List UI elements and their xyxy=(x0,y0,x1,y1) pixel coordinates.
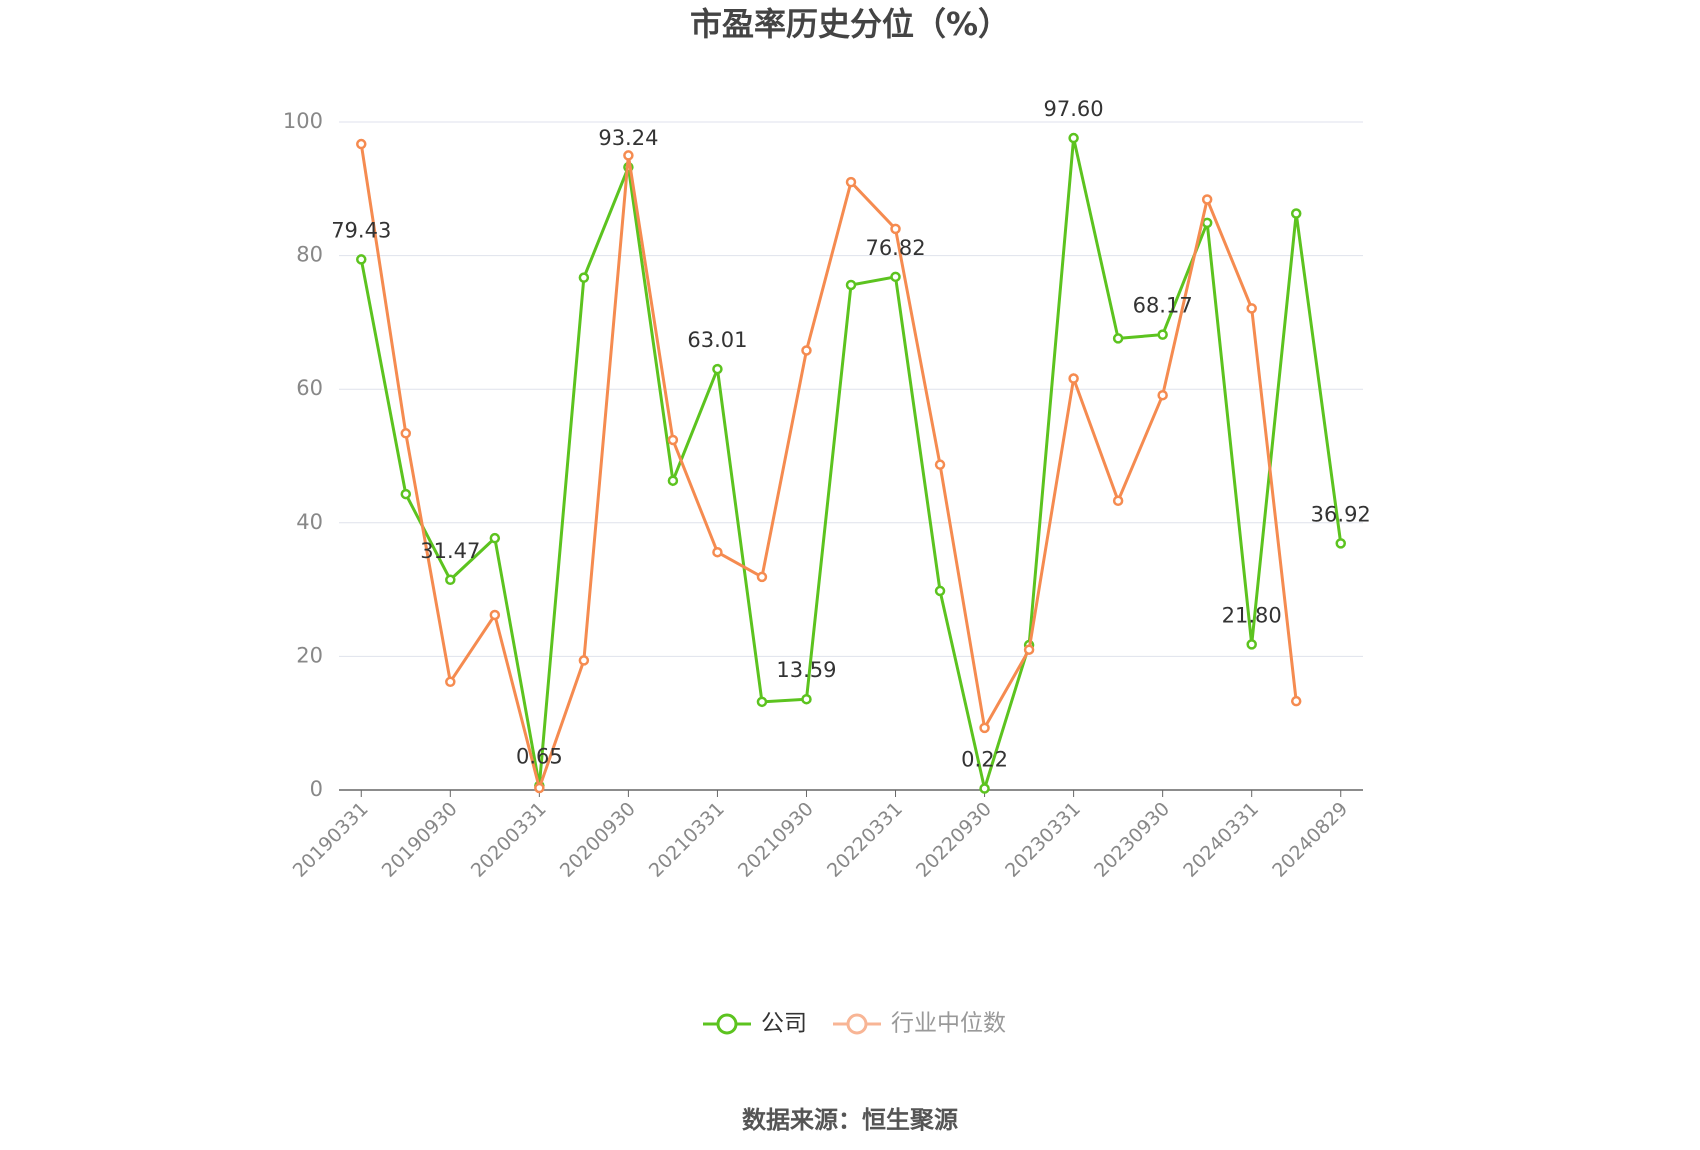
legend-marker xyxy=(846,1013,868,1035)
point xyxy=(890,271,901,283)
chart-title: 市盈率历史分位（%） xyxy=(690,5,1010,43)
point xyxy=(1112,495,1124,507)
point xyxy=(801,345,812,356)
point xyxy=(1112,333,1124,344)
point xyxy=(979,783,990,794)
point xyxy=(756,571,768,583)
point xyxy=(1201,194,1213,205)
x-tick-label: 20200331 xyxy=(467,798,551,882)
y-tick-label: 60 xyxy=(296,376,323,400)
y-tick-label: 80 xyxy=(296,243,323,267)
x-tick-label: 20190331 xyxy=(289,798,373,882)
x-tick-label: 20220930 xyxy=(912,798,996,882)
x-tick-label: 20210930 xyxy=(734,798,818,882)
data-label: 13.59 xyxy=(776,658,836,682)
point xyxy=(1023,644,1035,655)
point xyxy=(845,176,857,188)
point xyxy=(1246,639,1257,650)
data-label: 0.65 xyxy=(516,745,563,769)
data-label: 0.22 xyxy=(961,748,1008,772)
y-tick-label: 0 xyxy=(310,777,323,801)
point xyxy=(934,585,946,597)
legend-item: 行业中位数 xyxy=(833,1011,1006,1037)
data-label: 63.01 xyxy=(687,328,747,352)
point xyxy=(1290,208,1302,219)
point xyxy=(712,363,723,375)
legend-label: 行业中位数 xyxy=(891,1011,1006,1037)
data-label: 76.82 xyxy=(865,236,925,260)
point xyxy=(445,676,456,688)
legend-item: 公司 xyxy=(703,1011,807,1037)
legend-marker xyxy=(716,1013,738,1035)
x-tick-label: 20240331 xyxy=(1179,798,1263,882)
series-line xyxy=(359,143,1298,794)
point xyxy=(1201,217,1213,229)
point xyxy=(400,428,412,439)
y-tick-label: 40 xyxy=(296,510,323,534)
point xyxy=(667,475,679,486)
point xyxy=(801,693,812,705)
point xyxy=(712,546,723,558)
data-label: 93.24 xyxy=(598,126,658,150)
point xyxy=(489,532,501,544)
point xyxy=(1068,373,1079,384)
point xyxy=(623,150,634,161)
x-tick-label: 20230331 xyxy=(1001,798,1085,882)
point xyxy=(756,696,768,708)
legend-label: 公司 xyxy=(761,1011,807,1037)
x-tick-label: 20190930 xyxy=(378,798,462,882)
y-tick-label: 100 xyxy=(283,109,323,133)
data-label: 31.47 xyxy=(420,539,480,563)
point xyxy=(356,254,367,265)
series-line xyxy=(359,137,1343,795)
point xyxy=(1290,695,1302,707)
x-tick-label: 20230930 xyxy=(1090,798,1174,882)
point xyxy=(578,655,590,666)
point xyxy=(445,574,456,586)
point xyxy=(934,459,946,470)
x-tick-label: 20220331 xyxy=(823,798,907,882)
x-tick-label: 20240829 xyxy=(1268,798,1352,882)
y-tick-label: 20 xyxy=(296,643,323,667)
data-label: 21.80 xyxy=(1222,603,1282,627)
x-tick-label: 20210331 xyxy=(645,798,729,882)
data-label: 79.43 xyxy=(331,218,391,242)
point xyxy=(534,782,545,794)
point xyxy=(845,279,857,291)
point xyxy=(667,434,679,446)
point xyxy=(400,488,412,500)
x-tick-label: 20200930 xyxy=(556,798,640,882)
point xyxy=(489,609,501,621)
data-label: 97.60 xyxy=(1044,97,1104,121)
point xyxy=(1157,329,1168,340)
point xyxy=(1068,132,1079,144)
point xyxy=(979,722,990,734)
point xyxy=(890,223,901,235)
point xyxy=(1335,538,1346,549)
point xyxy=(1157,389,1168,401)
source-note: 数据来源：恒生聚源 xyxy=(742,1106,958,1134)
data-label: 36.92 xyxy=(1311,502,1371,526)
data-label: 68.17 xyxy=(1133,294,1193,318)
point xyxy=(1246,303,1257,314)
point xyxy=(578,272,590,283)
point xyxy=(356,138,367,150)
